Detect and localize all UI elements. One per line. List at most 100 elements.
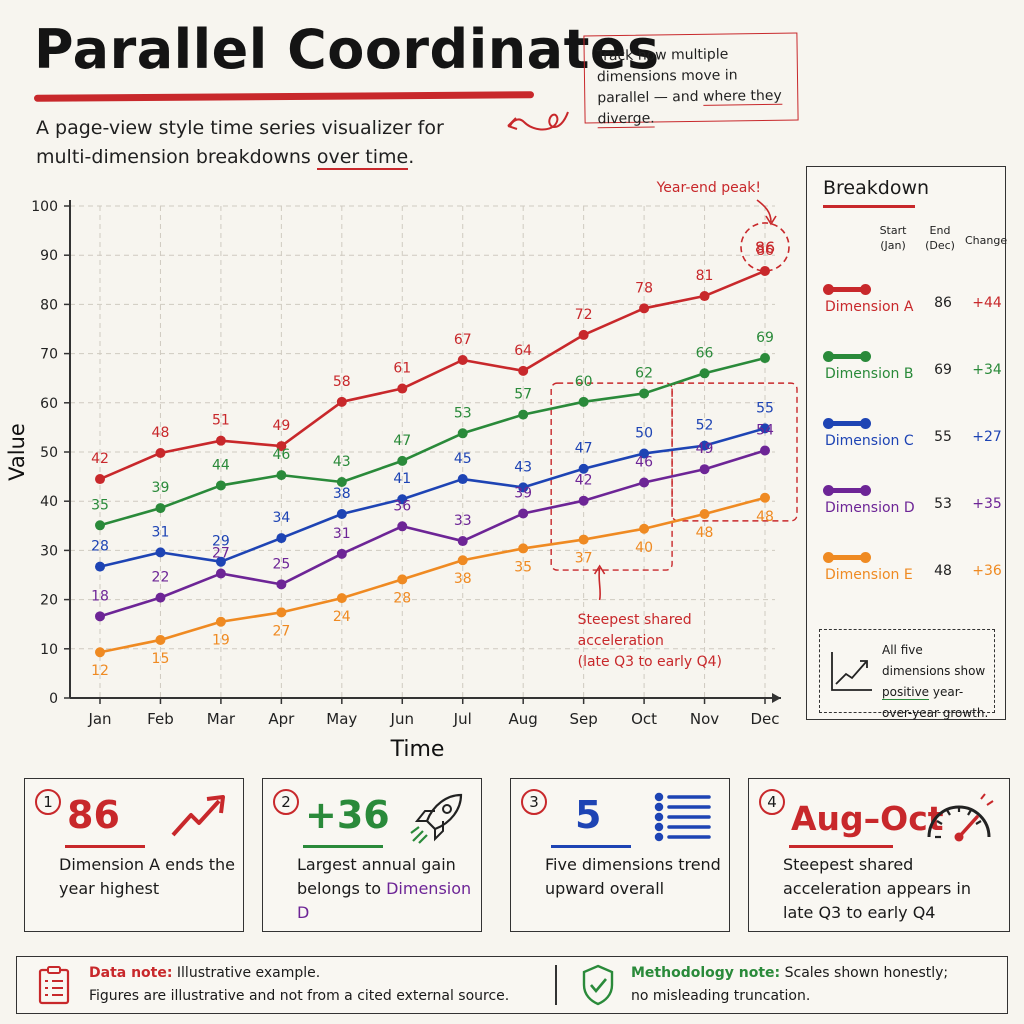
end-value: 53 (934, 496, 952, 512)
card-description-text: Largest annual gain belongs to (297, 855, 456, 898)
legend-label: Dimension A (825, 299, 914, 315)
growth-note-a: All five dimensions show (882, 643, 986, 678)
page-title: Parallel Coordinates (34, 18, 660, 81)
data-point (155, 547, 166, 558)
change-value: +34 (972, 362, 1002, 378)
card-number: 4 (759, 789, 785, 815)
legend-swatch (823, 552, 871, 563)
data-label: 31 (152, 524, 170, 540)
data-point (215, 568, 226, 579)
x-tick-label: Dec (750, 710, 779, 728)
data-point (760, 445, 770, 456)
data-label: 43 (514, 459, 532, 475)
data-point (457, 428, 468, 439)
data-label: 38 (454, 571, 472, 587)
subtitle-period: . (408, 146, 415, 168)
data-point (276, 470, 287, 481)
data-label: 58 (333, 374, 351, 390)
subtitle-emphasis: over time (316, 146, 409, 170)
peak-circle (740, 222, 790, 272)
data-point (276, 533, 287, 544)
data-point (518, 365, 529, 376)
data-point (699, 291, 710, 302)
end-value: 69 (934, 362, 952, 378)
acceleration-annotation: (late Q3 to early Q4) (578, 654, 722, 670)
data-point (215, 556, 226, 567)
data-label: 34 (272, 510, 290, 526)
breakdown-title: Breakdown (823, 177, 930, 199)
data-point (397, 521, 408, 532)
data-point (155, 592, 166, 603)
methodology-note-line-2: no misleading truncation. (631, 988, 811, 1004)
data-point (397, 494, 408, 505)
title-underline (33, 91, 535, 102)
data-label: 53 (454, 405, 472, 421)
data-point (578, 495, 589, 506)
end-value: 86 (934, 295, 952, 311)
line-chart: 0 10 20 30 40 50 60 70 80 90 100 Jan Feb Mar Apr May Jun… (5, 180, 798, 762)
data-point (215, 435, 226, 446)
y-axis-label: Value (5, 423, 29, 481)
insight-card-3: 3 5 Five dimensions trend upward overall (510, 778, 730, 932)
data-label: 27 (272, 623, 290, 639)
legend-label: Dimension B (825, 366, 914, 382)
legend-label: Dimension E (825, 567, 913, 583)
card-stat-underline (65, 845, 145, 848)
acceleration-arrow-head (593, 564, 606, 575)
header-change: Change (965, 234, 1008, 247)
data-point (578, 396, 589, 407)
acceleration-annotation: Steepest shared (578, 612, 692, 628)
clipboard-icon (38, 966, 70, 1005)
end-value: 55 (934, 429, 952, 445)
data-label: 42 (91, 451, 109, 467)
series-line (99, 496, 766, 654)
data-label: 46 (272, 447, 290, 463)
data-label: 81 (696, 268, 714, 284)
series-line (99, 427, 766, 568)
data-label: 64 (514, 343, 532, 359)
card-stat-underline (551, 845, 631, 848)
data-point (699, 368, 710, 379)
data-label: 38 (333, 486, 351, 502)
data-point (578, 463, 589, 474)
data-label: 25 (272, 556, 290, 572)
y-tick-label: 20 (40, 593, 58, 609)
data-label: 27 (212, 546, 230, 562)
trend-chart-icon (831, 652, 872, 691)
card-description: Largest annual gain belongs to Dimension… (297, 853, 477, 925)
data-label: 51 (212, 413, 230, 429)
y-tick-label: 30 (40, 543, 58, 559)
data-label: 54 (756, 423, 774, 439)
data-label: 24 (333, 609, 351, 625)
data-point (155, 447, 166, 458)
data-label: 61 (393, 361, 411, 377)
x-tick-label: Aug (509, 710, 538, 728)
data-point (215, 480, 226, 491)
data-label: 69 (756, 330, 774, 346)
data-point (95, 611, 105, 622)
card-stat: Aug–Oct (791, 799, 944, 838)
change-value: +36 (972, 563, 1002, 579)
breakdown-row: Dimension A 86 +44 (807, 284, 1007, 341)
data-point (760, 492, 770, 503)
data-label: 45 (454, 451, 472, 467)
methodology-note-line-1: Scales shown honestly; (784, 965, 949, 981)
card-number: 3 (521, 789, 547, 815)
data-label: 28 (91, 539, 109, 555)
legend-swatch (823, 351, 871, 362)
data-label: 37 (575, 551, 593, 567)
data-point (518, 543, 529, 554)
y-tick-label: 60 (40, 396, 58, 412)
x-tick-label: Jan (87, 710, 111, 728)
swirl-arrow-icon (507, 111, 569, 131)
acceleration-annotation: acceleration (578, 633, 664, 649)
data-point (639, 477, 650, 488)
data-label: 44 (212, 457, 230, 473)
breakdown-title-underline (823, 205, 915, 208)
card-stat: +36 (305, 793, 390, 837)
legend-label: Dimension C (825, 433, 914, 449)
data-point (760, 353, 770, 364)
x-tick-label: Oct (631, 710, 657, 728)
data-label: 62 (635, 365, 653, 381)
x-tick-label: Jun (390, 710, 414, 728)
